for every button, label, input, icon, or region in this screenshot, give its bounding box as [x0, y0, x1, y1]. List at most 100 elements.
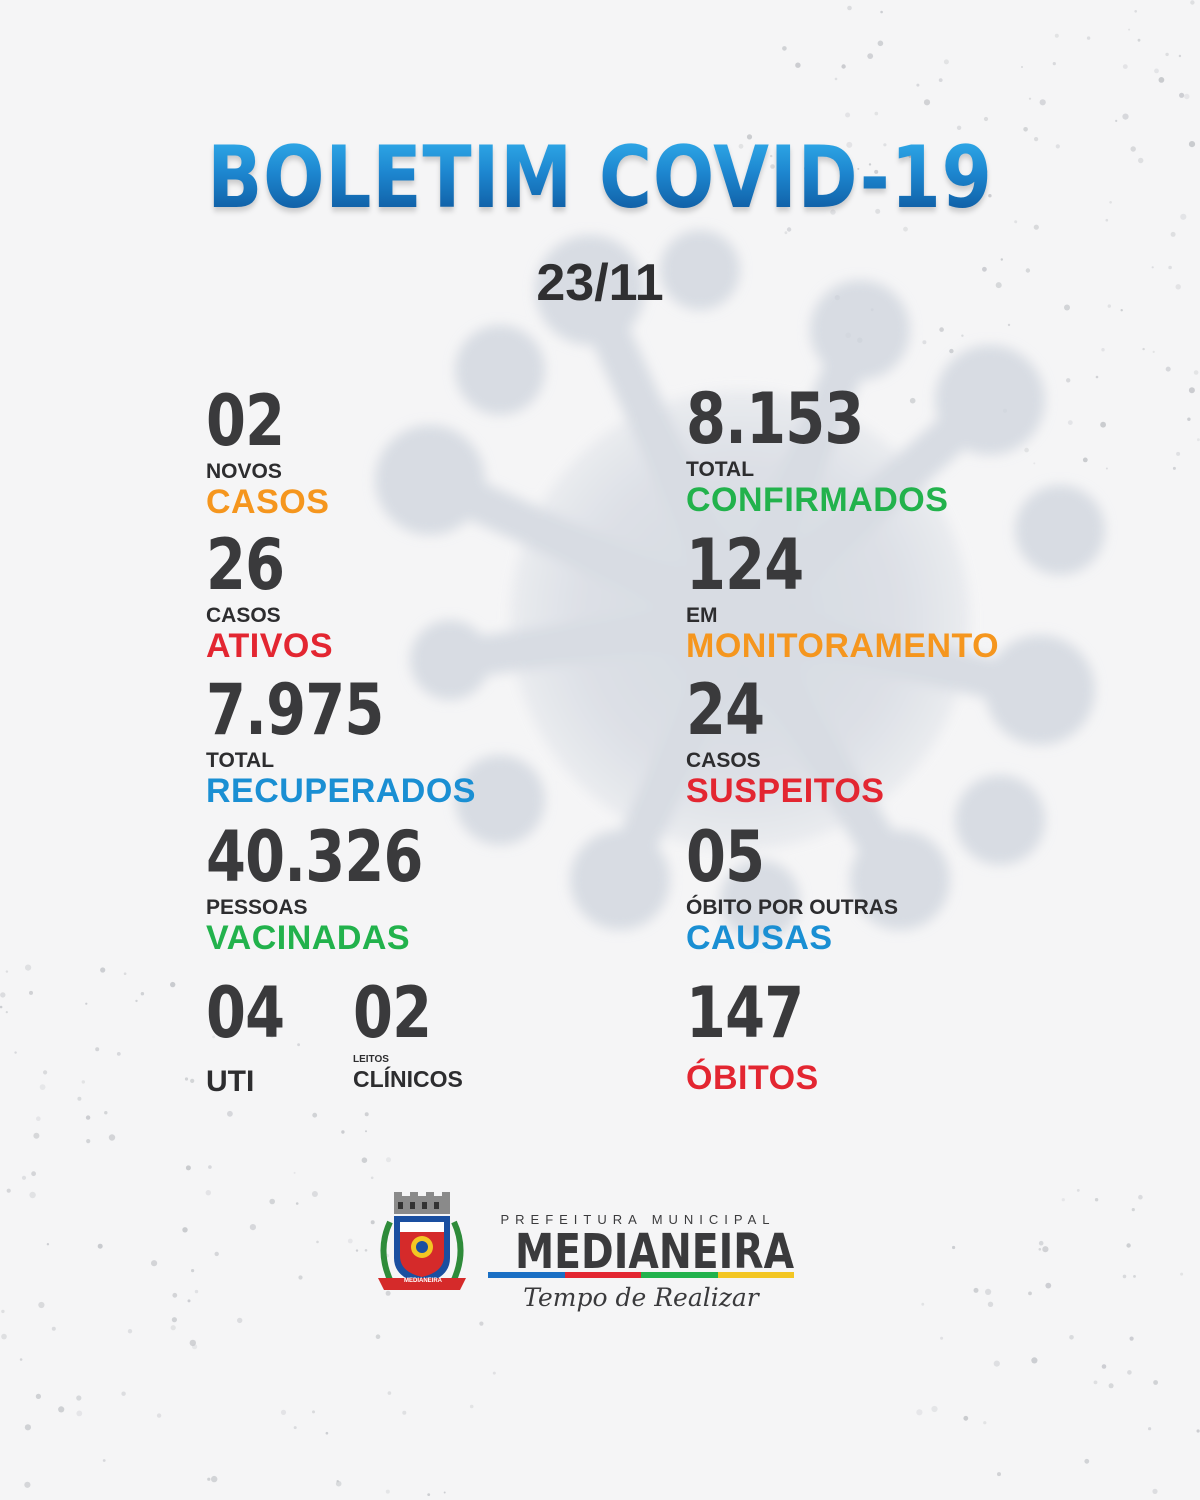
decor-dot	[1138, 1194, 1143, 1200]
decor-dot	[1109, 201, 1112, 204]
decor-dot	[427, 1493, 431, 1496]
decor-dot	[1172, 466, 1176, 470]
decor-dot	[1130, 146, 1136, 152]
decor-dot	[1122, 64, 1128, 69]
decor-dot	[469, 1404, 474, 1409]
decor-dot	[1101, 348, 1105, 352]
decor-dot	[123, 972, 127, 975]
stat-label-small: LEITOS	[353, 1054, 389, 1065]
decor-dot	[916, 1409, 923, 1416]
decor-dot	[81, 1080, 86, 1084]
decor-dot	[923, 99, 931, 106]
decor-dot	[993, 1360, 1000, 1367]
decor-dot	[1028, 1291, 1032, 1296]
decor-dot	[1038, 1240, 1044, 1246]
decor-dot	[1180, 1272, 1184, 1276]
decor-dot	[1153, 1380, 1158, 1385]
decor-dot	[85, 1002, 88, 1005]
stat-value: 05	[686, 816, 765, 898]
stat-value: 147	[686, 972, 804, 1054]
brand-colorbar	[488, 1272, 794, 1278]
decor-dot	[1179, 92, 1185, 98]
decor-dot	[1086, 36, 1091, 40]
decor-dot	[949, 348, 954, 354]
decor-dot	[1067, 420, 1073, 425]
decor-dot	[1134, 10, 1137, 13]
stat-icu: 04 UTI	[206, 978, 301, 1098]
decor-dot	[280, 1409, 287, 1415]
decor-dot	[361, 1157, 368, 1163]
decor-dot	[1126, 1243, 1131, 1248]
decor-dot	[31, 1171, 36, 1177]
decor-dot	[867, 53, 874, 59]
decor-dot	[1076, 1189, 1080, 1192]
decor-dot	[479, 1321, 484, 1326]
decor-dot	[227, 1110, 233, 1117]
decor-dot	[116, 1052, 121, 1056]
decor-dot	[1042, 1246, 1049, 1253]
decor-dot	[1100, 421, 1106, 428]
decor-dot	[76, 1395, 82, 1401]
decor-dot	[170, 981, 176, 988]
decor-dot	[192, 1344, 198, 1350]
decor-dot	[1, 1333, 7, 1340]
page-title: BOLETIM COVID-19	[96, 128, 1104, 228]
stat-label-big: CLÍNICOS	[353, 1066, 463, 1092]
decor-dot	[184, 1077, 189, 1081]
decor-dot	[171, 1317, 177, 1323]
decor-dot	[205, 1190, 211, 1196]
decor-dot	[961, 334, 964, 337]
decor-dot	[1187, 417, 1191, 421]
decor-dot	[1197, 438, 1200, 442]
decor-dot	[170, 1325, 176, 1331]
stat-label-small: CASOS	[686, 749, 761, 772]
decor-dot	[347, 1238, 353, 1244]
decor-dot	[841, 64, 846, 69]
decor-dot	[387, 1391, 392, 1395]
bulletin-date: 23/11	[536, 254, 664, 312]
decor-dot	[1061, 1198, 1065, 1202]
decor-dot	[921, 1302, 925, 1306]
decor-dot	[1024, 447, 1029, 453]
stat-value: 8.153	[686, 378, 864, 460]
decor-dot	[127, 1329, 133, 1334]
decor-dot	[386, 1157, 391, 1163]
decor-dot	[973, 1287, 979, 1293]
decor-dot	[51, 1326, 56, 1331]
decor-dot	[364, 1112, 369, 1117]
stat-suspected: 24 CASOS SUSPEITOS	[686, 675, 885, 809]
decor-dot	[492, 1371, 496, 1375]
decor-dot	[237, 1317, 243, 1324]
coat-of-arms-icon	[378, 1192, 466, 1290]
decor-dot	[97, 1243, 103, 1249]
decor-dot	[1122, 1274, 1127, 1279]
decor-dot	[1188, 387, 1195, 394]
decor-dot	[24, 1424, 31, 1431]
decor-dot	[6, 1188, 11, 1193]
decor-dot	[156, 1413, 162, 1418]
stat-active-cases: 26 CASOS ATIVOS	[206, 530, 333, 664]
decor-dot	[1108, 1383, 1114, 1389]
stat-label-big: CASOS	[206, 483, 330, 521]
decor-dot	[1084, 1458, 1090, 1464]
decor-dot	[207, 1477, 211, 1481]
decor-dot	[845, 112, 851, 118]
decor-dot	[1158, 77, 1165, 83]
stat-other-deaths: 05 ÓBITO POR OUTRAS CAUSAS	[686, 822, 898, 956]
stat-label-big: MONITORAMENTO	[686, 627, 1000, 665]
decor-dot	[182, 1227, 188, 1233]
stat-label: UTI	[206, 1065, 255, 1098]
stat-label-big: RECUPERADOS	[206, 772, 476, 810]
decor-dot	[1039, 99, 1046, 106]
decor-dot	[997, 1472, 1001, 1477]
stat-vaccinated: 40.326 PESSOAS VACINADAS	[206, 822, 470, 956]
decor-dot	[1031, 1357, 1038, 1364]
decor-dot	[1054, 33, 1059, 38]
decor-dot	[370, 1176, 374, 1180]
decor-dot	[355, 1249, 359, 1252]
decor-dot	[983, 1421, 987, 1425]
stat-value: 7.975	[206, 669, 384, 751]
decor-dot	[325, 1431, 329, 1435]
decor-dot	[35, 1393, 42, 1399]
decor-dot	[1152, 1488, 1158, 1494]
